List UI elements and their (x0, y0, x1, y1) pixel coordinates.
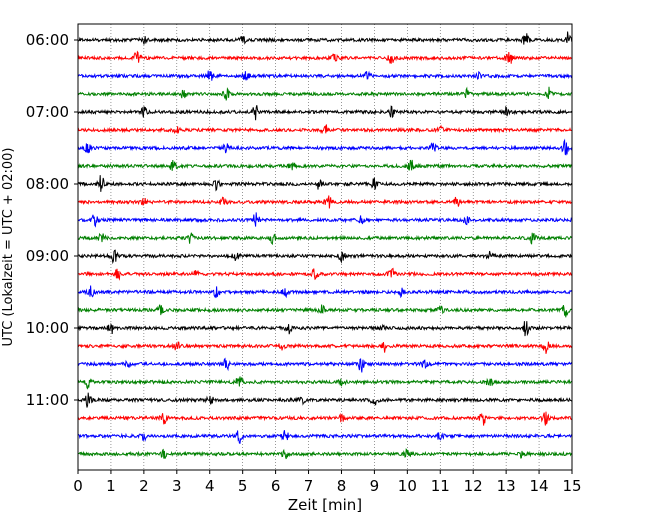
trace-0645 (77, 86, 573, 101)
trace-0900 (77, 249, 573, 265)
y-axis-label: UTC (Lokalzeit = UTC + 02:00) (1, 148, 16, 347)
x-tick-label: 11 (431, 477, 450, 495)
x-tick-label: 14 (530, 477, 549, 495)
trace-0715 (77, 124, 573, 135)
x-tick-label: 12 (464, 477, 483, 495)
trace-1015 (77, 341, 573, 354)
trace-1000 (77, 321, 573, 337)
trace-0730 (77, 138, 573, 156)
x-tick-label: 8 (337, 477, 347, 495)
trace-1145 (77, 448, 573, 460)
trace-0845 (77, 232, 573, 246)
y-tick-label: 11:00 (26, 391, 69, 409)
y-axis-ticks: 06:00 07:00 08:00 09:00 10:00 11:00 (26, 31, 78, 409)
trace-0630 (77, 70, 573, 81)
trace-0815 (77, 195, 573, 209)
x-tick-label: 6 (271, 477, 281, 495)
x-tick-label: 13 (497, 477, 516, 495)
trace-1115 (77, 411, 573, 426)
seismic-traces (77, 31, 573, 460)
trace-0915 (77, 267, 573, 281)
y-tick-label: 10:00 (26, 319, 69, 337)
grid-lines (110, 24, 540, 470)
x-tick-label: 15 (562, 477, 581, 495)
trace-0800 (77, 175, 573, 192)
y-tick-label: 08:00 (26, 175, 69, 193)
trace-1130 (77, 430, 573, 444)
x-tick-label: 5 (238, 477, 248, 495)
trace-0700 (77, 105, 573, 121)
trace-0615 (77, 50, 573, 64)
trace-0945 (77, 304, 573, 318)
trace-1100 (77, 392, 573, 408)
x-axis-label: Zeit [min] (288, 496, 362, 514)
x-tick-label: 4 (205, 477, 215, 495)
x-tick-label: 2 (139, 477, 149, 495)
trace-0745 (77, 159, 573, 171)
x-tick-label: 3 (172, 477, 182, 495)
trace-1045 (77, 376, 573, 390)
y-tick-label: 06:00 (26, 31, 69, 49)
x-tick-label: 9 (370, 477, 380, 495)
plot-frame (77, 23, 573, 471)
trace-0830 (77, 212, 573, 228)
trace-1030 (77, 357, 573, 373)
x-tick-label: 1 (106, 477, 116, 495)
x-axis-ticks: 0 1 2 3 4 5 6 7 8 9 10 11 12 13 14 15 (73, 470, 582, 495)
x-tick-label: 10 (398, 477, 417, 495)
y-tick-label: 09:00 (26, 247, 69, 265)
y-tick-label: 07:00 (26, 103, 69, 121)
x-tick-label: 0 (73, 477, 83, 495)
trace-0930 (77, 285, 573, 299)
trace-0600 (77, 31, 573, 45)
x-tick-label: 7 (304, 477, 314, 495)
